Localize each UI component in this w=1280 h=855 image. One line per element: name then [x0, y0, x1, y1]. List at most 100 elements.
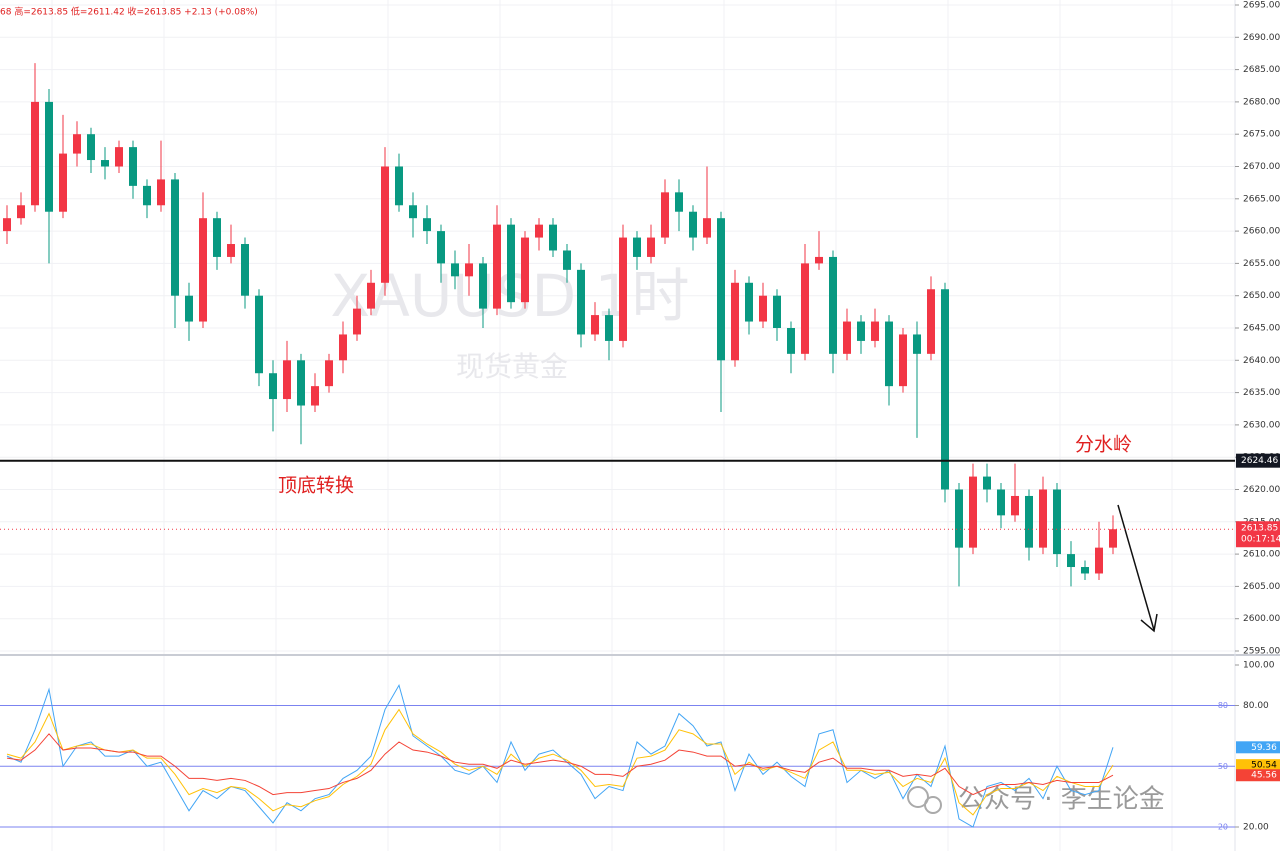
candle-body [395, 166, 403, 206]
y-tick-label: 2610.00 [1243, 550, 1280, 560]
candle-body [871, 321, 879, 341]
y-tick-label: 2595.00 [1243, 647, 1280, 657]
candle-body [185, 295, 193, 322]
value-label-box [1236, 741, 1280, 754]
candle-body [297, 360, 305, 406]
candle-body [549, 224, 557, 251]
candle-body [745, 282, 753, 322]
candle-body [129, 147, 137, 186]
candle-body [983, 476, 991, 490]
candle-body [143, 185, 151, 206]
value-label: 45.56 [1251, 771, 1277, 781]
watermark-sub: 现货黄金 [456, 350, 568, 383]
candle-body [535, 224, 543, 238]
candle-body [157, 179, 165, 206]
y-tick-label: 2645.00 [1243, 324, 1280, 334]
y-tick-label: 2660.00 [1243, 227, 1280, 237]
wechat-icon [907, 786, 929, 808]
y-tick-label: 2620.00 [1243, 485, 1280, 495]
candle-body [661, 192, 669, 238]
candle-body [507, 224, 515, 303]
candle-body [367, 282, 375, 309]
candle-body [199, 218, 207, 322]
arrow [1117, 504, 1155, 631]
y-tick-label: 2655.00 [1243, 259, 1280, 269]
y-tick-label: 2675.00 [1243, 130, 1280, 140]
candle-body [605, 315, 613, 341]
candle-body [969, 476, 977, 548]
y-tick-label: 100.00 [1243, 661, 1275, 671]
candle-body [1011, 495, 1019, 516]
indicator-line [6, 708, 1114, 816]
candle-body [171, 179, 179, 296]
candle-body [591, 315, 599, 335]
candle-body [451, 263, 459, 277]
wechat-icon [924, 796, 942, 814]
candle-body [717, 218, 725, 361]
candle-body [493, 224, 501, 309]
footer-text: 公众号 · 李生论金 [958, 785, 1165, 815]
candle-body [241, 244, 249, 296]
annotation: 分水岭 [1075, 434, 1132, 456]
candle-body [801, 263, 809, 354]
candle-body [577, 269, 585, 335]
candle-body [269, 373, 277, 400]
candle-body [703, 218, 711, 238]
value-label-box [1236, 759, 1280, 772]
candle-body [1025, 495, 1033, 548]
last-price-box [1236, 521, 1280, 548]
candle-body [31, 101, 39, 206]
indicator-line [6, 733, 1114, 796]
countdown: 00:17:14 [1241, 535, 1280, 545]
indicator-line [6, 683, 1114, 828]
annotation: 顶底转换 [278, 475, 354, 497]
footer-watermark: 公众号 · 李生论金 [907, 785, 1165, 815]
level-label: 80 [1218, 701, 1228, 710]
candle-body [843, 321, 851, 354]
candle-body [87, 134, 95, 161]
candle-body [1095, 547, 1103, 574]
level-label: 50 [1218, 762, 1228, 771]
y-tick-label: 2665.00 [1243, 194, 1280, 204]
candle-body [759, 295, 767, 322]
candle-body [479, 263, 487, 309]
y-tick-label: 2690.00 [1243, 33, 1280, 43]
candle-body [521, 237, 529, 303]
candle-body [1053, 489, 1061, 555]
y-tick-label: 2600.00 [1243, 614, 1280, 624]
arrow-head [1140, 613, 1158, 633]
candle-body [437, 231, 445, 264]
candle-body [1081, 567, 1089, 574]
y-tick-label: 20.00 [1243, 823, 1269, 833]
y-tick-label: 2685.00 [1243, 65, 1280, 75]
candle-body [311, 386, 319, 406]
candle-body [773, 295, 781, 328]
candle-body [283, 360, 291, 400]
candle-body [731, 282, 739, 361]
candle-body [381, 166, 389, 283]
candle-body [1039, 489, 1047, 548]
y-tick-label: 2695.00 [1243, 1, 1280, 11]
candle-body [899, 334, 907, 387]
y-tick-label: 2670.00 [1243, 162, 1280, 172]
candle-body [941, 289, 949, 490]
candle-body [59, 153, 67, 212]
candle-body [857, 321, 865, 341]
candle-body [325, 360, 333, 387]
candle-body [675, 192, 683, 212]
reference-label-box [1236, 453, 1280, 468]
y-tick-label: 2640.00 [1243, 356, 1280, 366]
candle-body [409, 205, 417, 219]
value-label-box [1236, 769, 1280, 782]
candle-body [73, 134, 81, 154]
candle-body [927, 289, 935, 354]
candle-body [213, 218, 221, 257]
y-tick-label: 2680.00 [1243, 97, 1280, 107]
y-tick-label: 2635.00 [1243, 388, 1280, 398]
candle-body [45, 101, 53, 212]
y-tick-label: 2650.00 [1243, 291, 1280, 301]
candle-body [563, 250, 571, 270]
